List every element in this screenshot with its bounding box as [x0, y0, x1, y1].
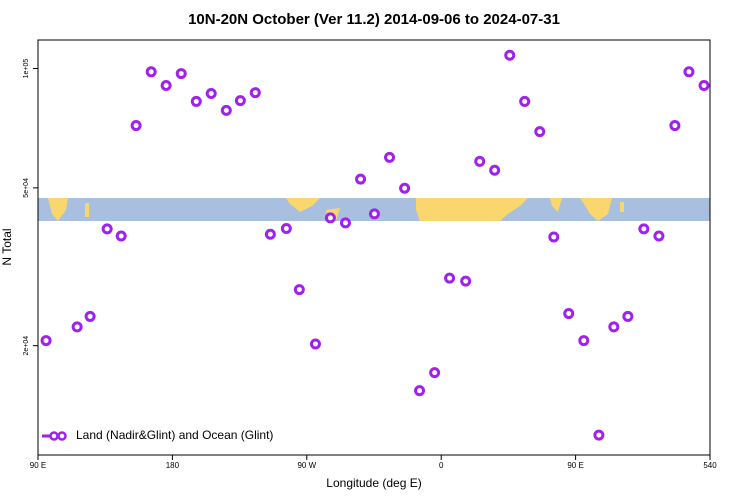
land — [580, 198, 612, 221]
point — [653, 230, 665, 242]
x-tick-label: 90 E — [567, 461, 583, 470]
point — [84, 310, 96, 322]
point — [534, 126, 546, 138]
point — [339, 217, 351, 229]
y-tick-label: 2e+04 — [23, 336, 30, 356]
land — [620, 202, 624, 212]
point — [504, 49, 516, 61]
point — [608, 321, 620, 333]
land — [416, 198, 528, 221]
point — [280, 222, 292, 234]
point — [698, 80, 710, 92]
x-tick-label: 90 W — [297, 461, 316, 470]
point — [519, 95, 531, 107]
point — [474, 155, 486, 167]
x-tick-label: 0 — [439, 461, 444, 470]
point — [205, 87, 217, 99]
point — [414, 385, 426, 397]
point — [638, 223, 650, 235]
x-tick-label: 90 E — [30, 461, 46, 470]
legend-marker — [57, 431, 67, 441]
point — [264, 228, 276, 240]
y-tick-label: 5e+04 — [23, 178, 30, 198]
point — [384, 151, 396, 163]
point — [40, 335, 52, 347]
y-tick-label: 1e+05 — [23, 59, 30, 79]
legend-label: Land (Nadir&Glint) and Ocean (Glint) — [76, 428, 273, 442]
point — [489, 164, 501, 176]
land — [286, 198, 320, 212]
point — [622, 310, 634, 322]
land — [48, 198, 68, 221]
point — [669, 120, 681, 132]
point — [593, 429, 605, 441]
point — [293, 284, 305, 296]
point — [683, 66, 695, 78]
point — [548, 231, 560, 243]
point — [309, 338, 321, 350]
point — [460, 275, 472, 287]
y-axis-label: N Total — [0, 228, 14, 265]
point — [175, 68, 187, 80]
point — [190, 95, 202, 107]
point — [444, 272, 456, 284]
point — [145, 66, 157, 78]
point — [160, 80, 172, 92]
point — [115, 230, 127, 242]
x-tick-label: 180 — [166, 461, 180, 470]
point — [249, 87, 261, 99]
point — [429, 367, 441, 379]
point — [130, 120, 142, 132]
legend-marker — [49, 431, 59, 441]
point — [234, 95, 246, 107]
plot-frame — [37, 39, 711, 456]
point — [399, 182, 411, 194]
x-tick-label: 540 — [703, 461, 717, 470]
point — [563, 308, 575, 320]
point — [324, 212, 336, 224]
point — [578, 335, 590, 347]
land — [550, 198, 562, 212]
point — [101, 223, 113, 235]
point — [71, 321, 83, 333]
point — [355, 173, 367, 185]
chart-title: 10N-20N October (Ver 11.2) 2014-09-06 to… — [188, 11, 560, 28]
land — [85, 203, 89, 217]
point — [220, 104, 232, 116]
x-axis-label: Longitude (deg E) — [326, 476, 421, 490]
point — [368, 208, 380, 220]
